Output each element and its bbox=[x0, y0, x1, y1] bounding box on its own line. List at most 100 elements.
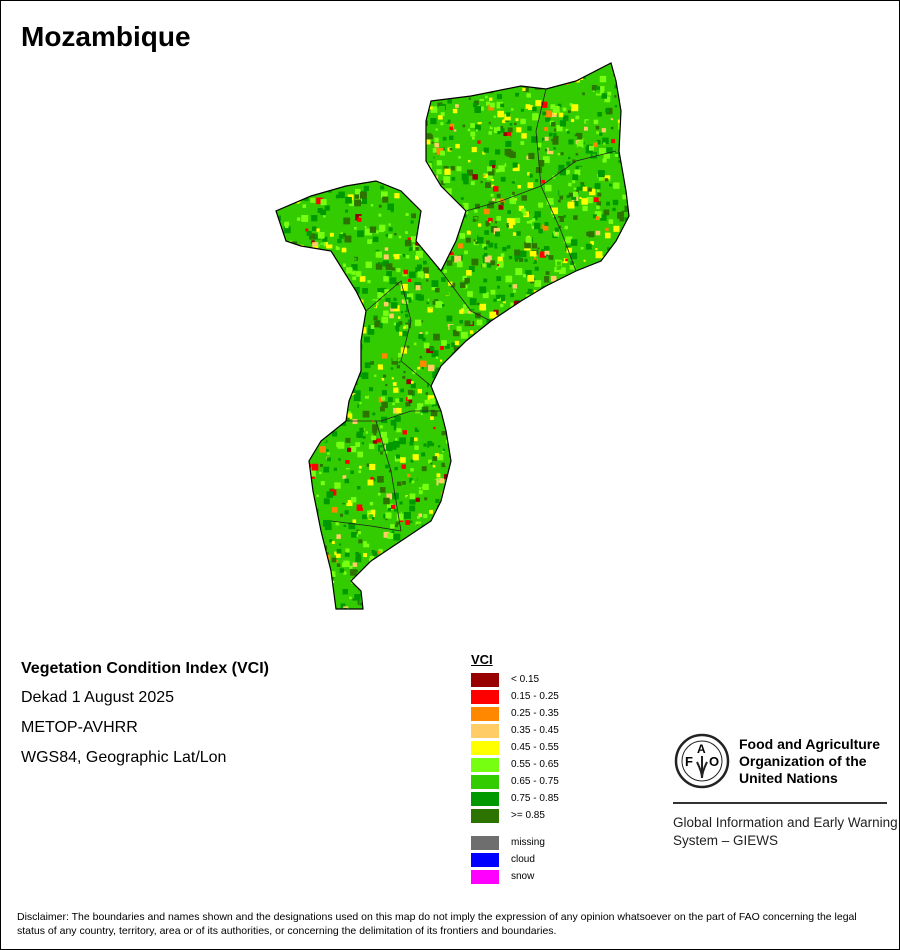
vci-pixel bbox=[277, 160, 282, 166]
vci-pixel bbox=[287, 265, 295, 273]
vci-pixel bbox=[309, 347, 315, 353]
vci-pixel bbox=[345, 196, 352, 204]
vci-pixel bbox=[276, 248, 278, 252]
vci-pixel bbox=[576, 326, 583, 334]
vci-pixel bbox=[306, 418, 311, 423]
vci-pixel bbox=[485, 182, 491, 189]
vci-pixel bbox=[578, 599, 584, 605]
vci-pixel bbox=[556, 611, 563, 618]
vci-pixel bbox=[544, 127, 549, 131]
vci-pixel bbox=[487, 366, 491, 370]
vci-pixel bbox=[543, 341, 548, 346]
vci-pixel bbox=[317, 345, 324, 351]
vci-pixel bbox=[390, 167, 395, 172]
vci-pixel bbox=[481, 590, 488, 597]
vci-pixel bbox=[360, 165, 367, 171]
vci-pixel bbox=[370, 509, 376, 515]
vci-pixel bbox=[561, 575, 565, 578]
vci-pixel bbox=[291, 476, 297, 482]
vci-pixel bbox=[460, 610, 465, 615]
vci-pixel bbox=[337, 384, 342, 389]
vci-pixel bbox=[476, 319, 483, 326]
vci-pixel bbox=[299, 271, 303, 275]
vci-pixel bbox=[484, 230, 489, 235]
vci-pixel bbox=[342, 65, 346, 69]
vci-pixel bbox=[317, 614, 322, 619]
vci-pixel bbox=[462, 581, 468, 588]
vci-pixel bbox=[635, 94, 639, 98]
vci-pixel bbox=[316, 425, 322, 431]
vci-pixel bbox=[339, 107, 345, 114]
vci-pixel bbox=[459, 382, 466, 389]
vci-pixel bbox=[479, 595, 486, 602]
vci-pixel bbox=[559, 512, 564, 516]
vci-pixel bbox=[349, 565, 353, 569]
vci-pixel bbox=[592, 358, 596, 362]
vci-pixel bbox=[518, 476, 525, 483]
vci-pixel bbox=[630, 92, 633, 95]
vci-pixel bbox=[300, 395, 305, 400]
vci-pixel bbox=[614, 560, 618, 564]
vci-pixel bbox=[342, 344, 347, 349]
vci-pixel bbox=[385, 263, 393, 270]
vci-pixel bbox=[427, 440, 435, 448]
vci-pixel bbox=[303, 609, 308, 614]
vci-pixel bbox=[505, 103, 510, 109]
vci-pixel bbox=[569, 594, 577, 602]
vci-pixel bbox=[406, 605, 412, 609]
vci-pixel bbox=[626, 125, 629, 131]
vci-pixel bbox=[323, 290, 330, 297]
vci-pixel bbox=[574, 169, 581, 176]
vci-pixel bbox=[561, 72, 566, 77]
vci-pixel bbox=[331, 507, 338, 513]
vci-pixel bbox=[524, 434, 528, 438]
vci-pixel bbox=[522, 274, 527, 278]
vci-pixel bbox=[298, 276, 304, 282]
vci-pixel bbox=[614, 343, 618, 348]
vci-pixel bbox=[537, 487, 542, 492]
vci-pixel bbox=[409, 137, 412, 141]
legend-label: 0.65 - 0.75 bbox=[511, 776, 559, 787]
vci-pixel bbox=[500, 125, 504, 129]
vci-pixel bbox=[622, 64, 628, 70]
vci-pixel bbox=[435, 301, 443, 308]
vci-pixel bbox=[540, 446, 546, 452]
vci-pixel bbox=[521, 300, 528, 306]
vci-pixel bbox=[435, 287, 440, 293]
vci-pixel bbox=[587, 398, 591, 402]
vci-pixel bbox=[505, 275, 513, 283]
vci-pixel bbox=[479, 413, 483, 416]
vci-pixel bbox=[345, 548, 350, 553]
vci-pixel bbox=[511, 315, 515, 319]
vci-pixel bbox=[522, 578, 529, 585]
vci-pixel bbox=[323, 312, 330, 318]
legend-label: 0.35 - 0.45 bbox=[511, 725, 559, 736]
vci-pixel bbox=[369, 501, 374, 506]
vci-pixel bbox=[521, 195, 527, 201]
vci-pixel bbox=[513, 440, 519, 446]
vci-pixel bbox=[431, 284, 437, 291]
vci-pixel bbox=[595, 248, 598, 251]
vci-pixel bbox=[566, 247, 572, 254]
vci-pixel bbox=[489, 160, 496, 167]
vci-pixel bbox=[271, 353, 273, 355]
vci-pixel bbox=[622, 423, 625, 427]
vci-pixel bbox=[585, 565, 590, 570]
vci-pixel bbox=[365, 404, 370, 409]
vci-pixel bbox=[431, 237, 435, 242]
vci-pixel bbox=[579, 197, 582, 200]
vci-pixel bbox=[608, 569, 613, 574]
vci-pixel bbox=[500, 253, 505, 257]
vci-pixel bbox=[575, 322, 582, 329]
vci-pixel bbox=[277, 181, 284, 187]
vci-pixel bbox=[288, 378, 295, 385]
vci-pixel bbox=[298, 364, 306, 372]
vci-pixel bbox=[539, 161, 544, 167]
vci-pixel bbox=[379, 63, 384, 65]
vci-pixel bbox=[526, 478, 530, 482]
vci-pixel bbox=[285, 408, 290, 413]
vci-pixel bbox=[368, 387, 374, 392]
vci-pixel bbox=[288, 206, 294, 213]
vci-pixel bbox=[386, 445, 393, 452]
